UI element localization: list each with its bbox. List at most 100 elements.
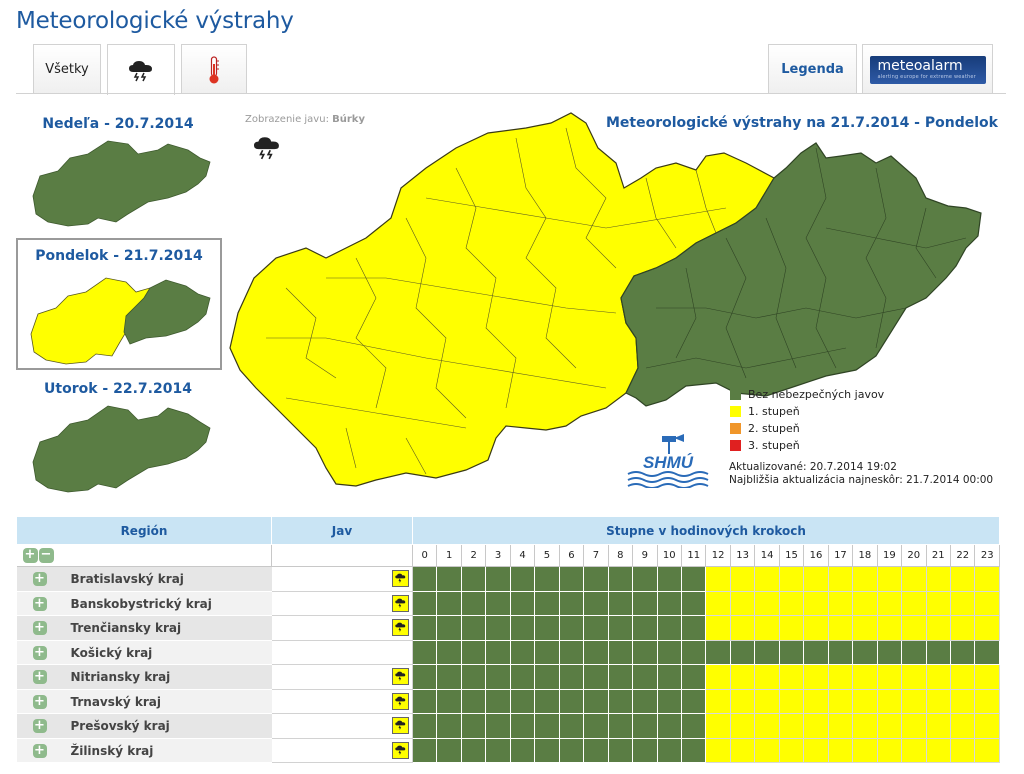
- col-header-phenomenon[interactable]: Jav: [271, 516, 413, 545]
- expand-row-button[interactable]: +: [32, 620, 47, 635]
- hour-level-cell: [509, 639, 536, 665]
- hour-header-21: 21: [925, 544, 951, 567]
- table-row[interactable]: + Trnavský kraj: [16, 688, 1000, 714]
- expand-row-button[interactable]: +: [32, 669, 47, 684]
- day-title-tuesday: Utorok - 22.7.2014: [44, 381, 192, 397]
- day-title-monday: Pondelok - 21.7.2014: [35, 248, 203, 264]
- hour-level-cell: [680, 737, 707, 763]
- hour-level-cell: [485, 688, 511, 714]
- hour-level-cell: [411, 615, 438, 641]
- hour-level-cell: [509, 713, 536, 739]
- hour-level-cell: [558, 639, 585, 665]
- col-header-region[interactable]: Región: [16, 516, 272, 545]
- hour-level-cell: [680, 590, 707, 616]
- hour-header-14: 14: [754, 544, 780, 567]
- hour-level-cell: [558, 590, 585, 616]
- hour-header-4: 4: [509, 544, 536, 567]
- hour-level-cell: [925, 737, 951, 763]
- hour-level-cell: [485, 664, 511, 690]
- expand-row-button[interactable]: +: [32, 644, 47, 660]
- table-row[interactable]: + Banskobystrický kraj: [16, 590, 1000, 616]
- hour-level-cell: [901, 566, 927, 592]
- day-thumb-tuesday[interactable]: [20, 400, 220, 496]
- expand-row-button[interactable]: +: [32, 718, 47, 733]
- legend-item-level1: 1. stupeň: [730, 403, 884, 420]
- next-update-time: Najbližšia aktualizácia najneskôr: 21.7.…: [729, 474, 994, 486]
- map-thumbnail-tuesday: [32, 405, 211, 493]
- hour-level-cell: [607, 590, 634, 616]
- table-row[interactable]: + Žilinský kraj: [16, 737, 1000, 763]
- hour-level-cell: [852, 615, 878, 641]
- table-row[interactable]: + Nitriansky kraj: [16, 664, 1000, 690]
- hour-level-cell: [852, 688, 878, 714]
- hour-header-7: 7: [583, 544, 609, 567]
- phenomenon-label: Zobrazenie javu: Búrky: [245, 114, 365, 125]
- legend-swatch: [730, 440, 741, 451]
- hour-header-16: 16: [803, 544, 829, 567]
- hour-header-23: 23: [974, 544, 1000, 567]
- hour-level-cell: [705, 615, 731, 641]
- expand-row-button[interactable]: +: [32, 595, 47, 611]
- expand-row-button[interactable]: +: [32, 571, 47, 586]
- hour-level-cell: [876, 664, 903, 690]
- hour-level-cell: [656, 713, 682, 739]
- hour-level-cell: [656, 639, 682, 665]
- legend-tab[interactable]: Legenda: [768, 44, 857, 94]
- hour-level-cell: [974, 615, 1000, 641]
- hour-level-cell: [436, 713, 462, 739]
- hour-level-cell: [803, 688, 829, 714]
- hour-level-cell: [632, 688, 658, 714]
- storm-warning-icon[interactable]: [392, 570, 409, 587]
- storm-warning-icon[interactable]: [392, 619, 409, 636]
- slovakia-map[interactable]: [226, 108, 986, 494]
- collapse-all-button[interactable]: −: [38, 548, 54, 563]
- table-row[interactable]: + Košický kraj: [16, 639, 1000, 665]
- expand-all-button[interactable]: +: [22, 548, 38, 563]
- region-cell: + Nitriansky kraj: [16, 664, 272, 690]
- hour-level-cell: [876, 615, 903, 641]
- expand-row-button[interactable]: +: [32, 742, 47, 758]
- region-cell: + Trnavský kraj: [16, 688, 272, 714]
- storm-warning-icon[interactable]: [392, 741, 409, 759]
- phenomenon-value: Búrky: [332, 114, 365, 125]
- hour-level-cell: [925, 566, 951, 592]
- storm-warning-icon[interactable]: [392, 668, 409, 685]
- meteoalarm-logo: meteoalarm alerting europe for extreme w…: [869, 55, 986, 84]
- region-name: Košický kraj: [70, 645, 153, 660]
- meteoalarm-tab[interactable]: meteoalarm alerting europe for extreme w…: [862, 44, 993, 94]
- region-cell: + Košický kraj: [16, 639, 272, 665]
- hour-level-cell: [607, 737, 634, 763]
- hour-level-cell: [876, 713, 903, 739]
- table-row[interactable]: + Trenčiansky kraj: [16, 615, 1000, 641]
- hour-header-8: 8: [607, 544, 634, 567]
- day-thumb-sunday[interactable]: [20, 136, 220, 230]
- hour-level-cell: [632, 713, 658, 739]
- hour-level-cell: [803, 615, 829, 641]
- hour-level-cell: [949, 590, 976, 616]
- hour-level-cell: [534, 688, 560, 714]
- region-cell: + Trenčiansky kraj: [16, 615, 272, 641]
- hour-level-cell: [949, 688, 976, 714]
- hour-level-cell: [729, 737, 756, 763]
- hour-level-cell: [632, 664, 658, 690]
- hour-level-cell: [509, 615, 536, 641]
- hour-level-cell: [901, 639, 927, 665]
- tab-all[interactable]: Všetky: [33, 44, 101, 94]
- table-row[interactable]: + Bratislavský kraj: [16, 566, 1000, 592]
- hour-level-cell: [852, 590, 878, 616]
- storm-warning-icon[interactable]: [392, 717, 409, 734]
- storm-warning-icon[interactable]: [392, 692, 409, 710]
- hour-level-cell: [607, 713, 634, 739]
- hour-level-cell: [485, 713, 511, 739]
- expand-row-button[interactable]: +: [32, 693, 47, 709]
- storm-warning-icon[interactable]: [392, 594, 409, 612]
- day-thumb-monday[interactable]: Pondelok - 21.7.2014: [16, 238, 222, 370]
- hour-level-cell: [778, 566, 805, 592]
- hour-level-cell: [852, 737, 878, 763]
- updated-time: Aktualizované: 20.7.2014 19:02: [729, 461, 897, 473]
- hour-level-cell: [827, 639, 854, 665]
- tab-storms[interactable]: [107, 44, 175, 95]
- hour-level-cell: [852, 664, 878, 690]
- tab-temperature[interactable]: [181, 44, 247, 94]
- table-row[interactable]: + Prešovský kraj: [16, 713, 1000, 739]
